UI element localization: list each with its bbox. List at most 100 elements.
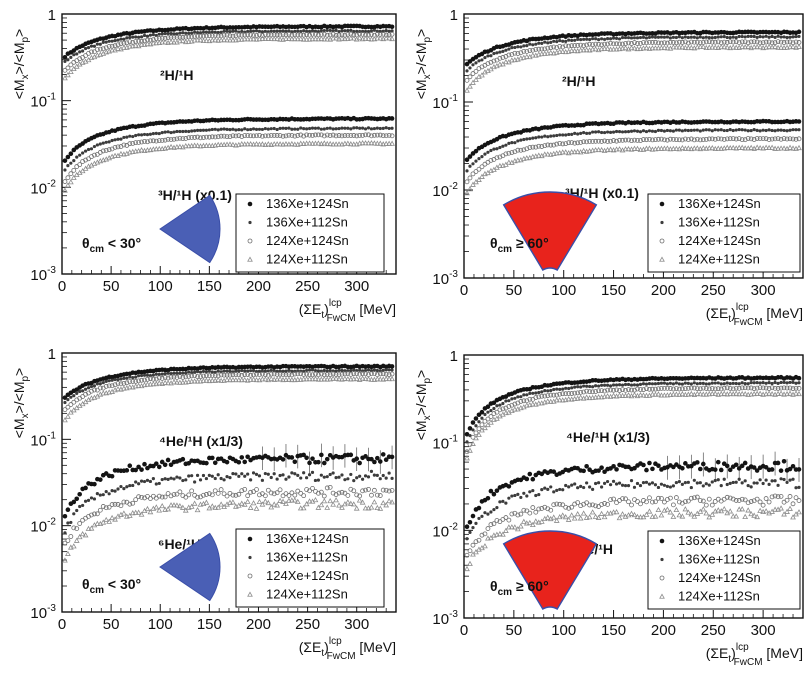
data-point [131, 35, 135, 39]
data-point [662, 385, 667, 391]
y-tick-label: 10-2 [30, 517, 56, 536]
data-point [319, 473, 323, 477]
x-tick-label: 250 [295, 278, 320, 295]
data-point [501, 499, 505, 503]
data-point [757, 507, 764, 513]
data-point [504, 48, 508, 52]
data-point [719, 382, 723, 386]
data-point [194, 378, 201, 384]
data-point [124, 468, 130, 473]
data-point [730, 136, 736, 142]
data-point [322, 127, 326, 131]
data-point [644, 137, 649, 143]
data-point [177, 503, 183, 509]
data-point [236, 491, 242, 497]
data-point [706, 44, 713, 50]
data-point [479, 164, 485, 170]
data-point [571, 395, 578, 402]
data-point [528, 490, 532, 494]
data-point [793, 390, 799, 396]
data-point [366, 132, 371, 138]
data-point [485, 404, 491, 409]
data-point [743, 128, 747, 132]
data-point [89, 44, 94, 48]
data-point [321, 36, 328, 42]
data-point [77, 162, 83, 168]
data-point [301, 452, 306, 458]
data-point [185, 38, 192, 44]
data-point [539, 393, 545, 399]
data-point [348, 133, 354, 138]
data-point [599, 465, 604, 470]
data-point [736, 144, 743, 150]
data-point [292, 133, 298, 139]
data-point [757, 499, 763, 505]
data-point [532, 518, 539, 524]
data-point [86, 386, 91, 390]
data-point [616, 146, 623, 152]
series-136Xe+112Sn [63, 126, 394, 172]
data-point [368, 376, 375, 382]
data-point [352, 126, 356, 130]
data-point [263, 29, 267, 33]
data-point [354, 456, 360, 461]
data-point [92, 387, 97, 393]
data-point [628, 44, 635, 51]
data-point [562, 48, 569, 55]
data-point [785, 129, 789, 133]
data-point [781, 391, 787, 397]
data-point [262, 133, 268, 139]
series-136Xe+112Sn [465, 477, 801, 541]
legend-entry: 124Xe+124Sn [678, 233, 761, 248]
data-point [100, 390, 107, 396]
data-point [486, 410, 490, 414]
data-point [670, 145, 677, 151]
data-point [62, 557, 68, 563]
data-point [796, 467, 802, 472]
data-point [162, 137, 168, 143]
data-point [564, 133, 568, 137]
data-point [198, 370, 203, 374]
data-point [337, 368, 341, 372]
legend-entry: 124Xe+112Sn [678, 252, 760, 267]
data-point [192, 373, 198, 379]
data-point [653, 129, 658, 134]
data-point [77, 521, 83, 526]
data-point [231, 29, 235, 33]
series-136Xe+124Sn [464, 451, 802, 530]
data-point [506, 484, 512, 489]
data-point [706, 496, 712, 502]
data-point [357, 371, 363, 377]
data-point [133, 467, 138, 473]
data-point [647, 460, 652, 466]
wedge-shape [159, 194, 221, 264]
data-point [362, 505, 369, 511]
data-point [204, 460, 209, 466]
data-point [507, 141, 511, 145]
data-point [772, 136, 778, 142]
data-point [766, 43, 772, 50]
data-point [349, 28, 353, 32]
data-point [527, 145, 533, 150]
data-point [263, 369, 267, 373]
data-point [204, 30, 209, 34]
data-point [162, 375, 168, 380]
data-point [749, 485, 753, 489]
data-point [204, 492, 209, 497]
data-point [168, 38, 174, 45]
data-point [142, 138, 147, 144]
data-point [755, 128, 759, 132]
data-point [613, 46, 620, 52]
data-point [610, 509, 617, 515]
data-point [378, 29, 382, 33]
data-point [546, 41, 550, 45]
y-tick-label: 10-2 [432, 181, 458, 200]
data-point [471, 525, 475, 530]
data-point [281, 29, 285, 33]
data-point [589, 394, 596, 400]
data-point [471, 428, 475, 432]
data-point [245, 454, 250, 460]
data-point [184, 371, 188, 375]
data-point [673, 391, 680, 397]
data-point [653, 483, 658, 487]
